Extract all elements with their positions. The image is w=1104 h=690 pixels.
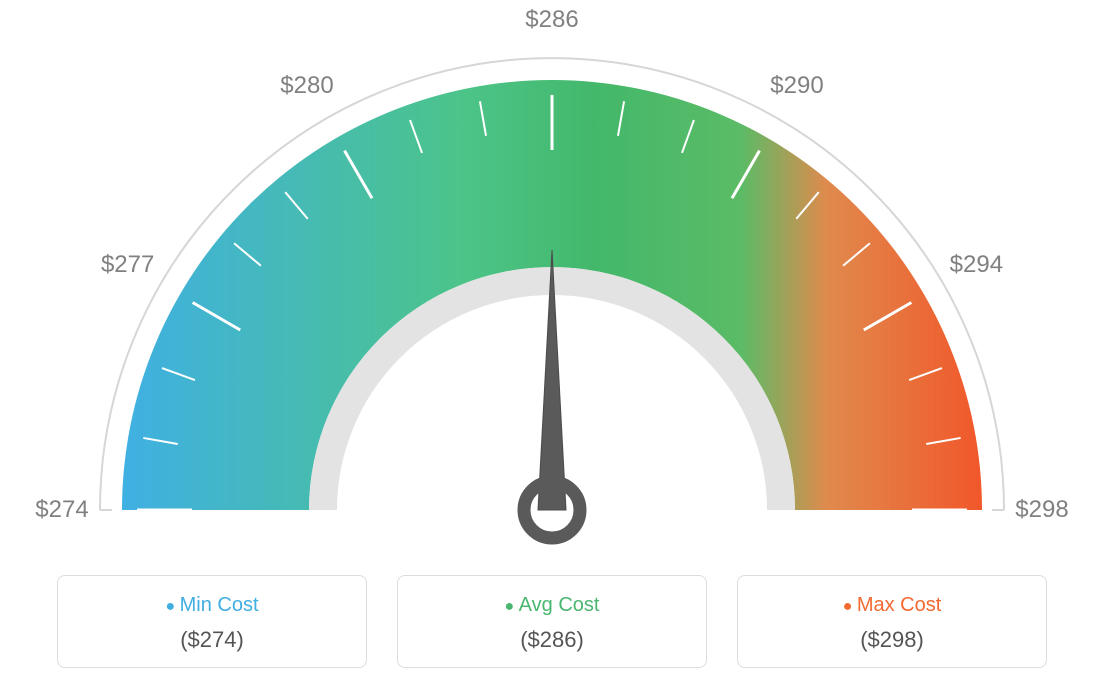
legend-min-value: ($274) bbox=[68, 627, 356, 653]
legend-min-box: Min Cost ($274) bbox=[57, 575, 367, 668]
gauge-svg bbox=[0, 0, 1104, 560]
gauge-tick-label: $294 bbox=[950, 251, 1003, 279]
gauge-tick-label: $277 bbox=[101, 251, 154, 279]
legend-max-value: ($298) bbox=[748, 627, 1036, 653]
gauge-tick-label: $274 bbox=[35, 496, 88, 524]
legend-max-label: Max Cost bbox=[748, 594, 1036, 617]
legend-max-box: Max Cost ($298) bbox=[737, 575, 1047, 668]
gauge-tick-label: $290 bbox=[770, 72, 823, 100]
legend-min-label: Min Cost bbox=[68, 594, 356, 617]
legend-row: Min Cost ($274) Avg Cost ($286) Max Cost… bbox=[0, 575, 1104, 668]
legend-avg-box: Avg Cost ($286) bbox=[397, 575, 707, 668]
gauge-tick-label: $286 bbox=[525, 6, 578, 34]
legend-avg-label: Avg Cost bbox=[408, 594, 696, 617]
gauge-tick-label: $280 bbox=[280, 72, 333, 100]
gauge-tick-label: $298 bbox=[1015, 496, 1068, 524]
legend-avg-value: ($286) bbox=[408, 627, 696, 653]
cost-gauge-chart: $274 $277 $280 $286 $290 $294 $298 bbox=[0, 0, 1104, 560]
